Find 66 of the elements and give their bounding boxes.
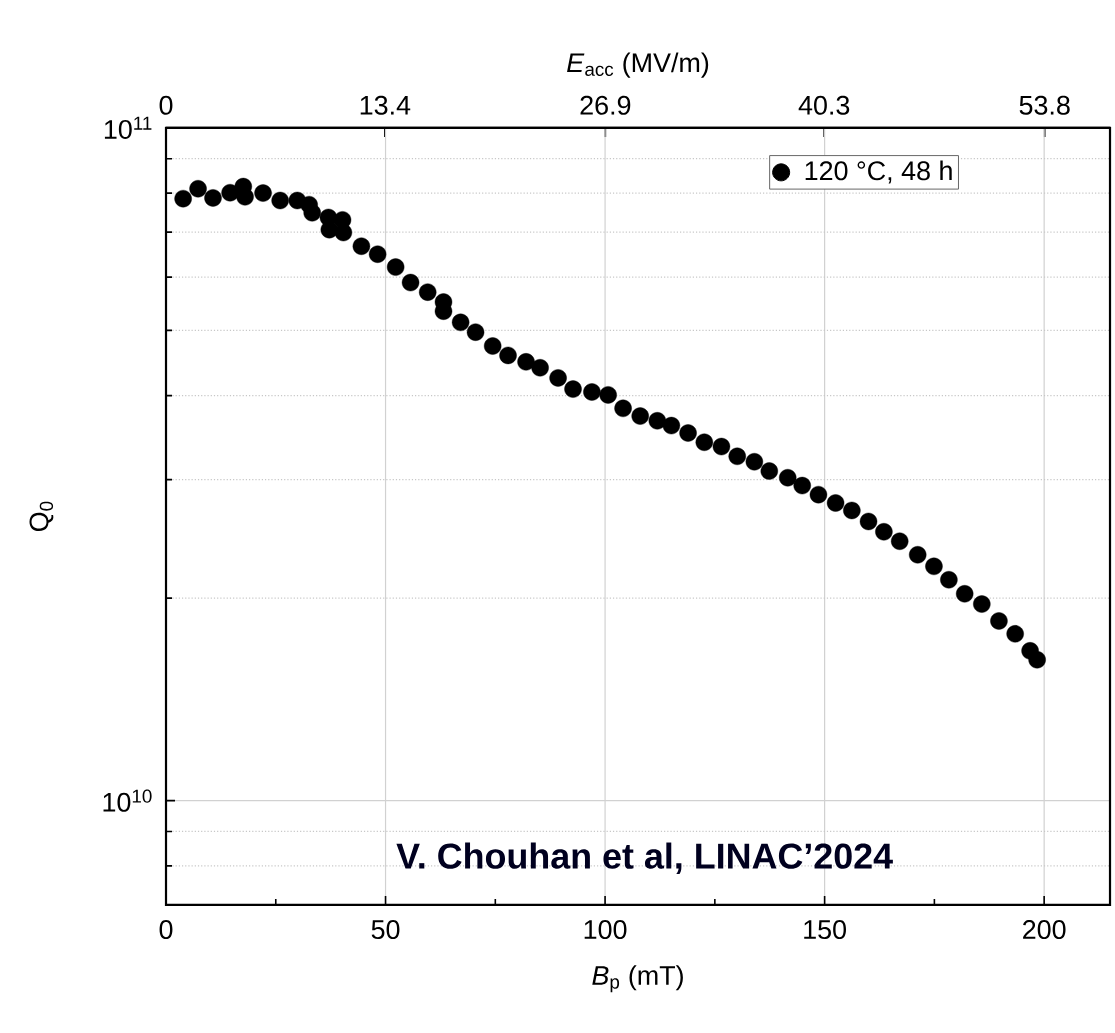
point (973, 595, 991, 613)
legend-label: 120 °C, 48 h (805, 160, 952, 184)
point (483, 337, 502, 355)
point (1028, 651, 1046, 669)
point (712, 437, 731, 456)
x-axis-title: B$_{p}$ (mT) (592, 965, 683, 993)
point (859, 512, 878, 531)
x2-tick-label: 26.9 (580, 95, 631, 115)
point (303, 204, 321, 222)
point (189, 180, 207, 198)
x-tick-label: 150 (804, 920, 846, 940)
point (662, 416, 681, 435)
point (599, 386, 617, 404)
point (679, 424, 697, 442)
point (352, 237, 371, 255)
point (648, 412, 667, 430)
point (990, 612, 1008, 630)
point (779, 469, 797, 487)
point (728, 447, 746, 465)
point (826, 494, 845, 512)
y-axis-title: Q$_{0}$ (29, 501, 54, 532)
x-tick-label: 50 (371, 920, 400, 940)
point (204, 189, 222, 207)
y-tick-label: 10$^{11}$ (104, 116, 152, 139)
point (236, 188, 254, 206)
point (955, 585, 974, 603)
x-tick-label: 0 (159, 920, 173, 940)
point (583, 383, 601, 401)
x2-tick-label: 40.3 (798, 95, 850, 115)
point (745, 453, 764, 471)
x2-axis-title: E$_{acc}$ (MV/m) (567, 52, 709, 78)
point (549, 369, 567, 387)
point (891, 532, 909, 550)
point (451, 313, 470, 332)
point (517, 353, 535, 371)
point (760, 462, 778, 480)
point (334, 223, 353, 242)
point (254, 184, 272, 202)
point (695, 433, 714, 451)
point (843, 501, 861, 520)
point (368, 245, 387, 263)
x2-tick-label: 13.4 (360, 95, 411, 115)
point (386, 258, 405, 276)
annotation: V. Chouhan et al, LINAC’2024 (396, 842, 893, 875)
point (418, 283, 437, 301)
point (925, 557, 943, 576)
x2-tick-label: 0 (159, 95, 173, 115)
point (499, 346, 517, 365)
point (531, 359, 549, 377)
point (809, 485, 828, 504)
point (1006, 625, 1024, 643)
point (793, 476, 811, 495)
point (466, 323, 485, 341)
point (614, 399, 632, 418)
point (940, 571, 958, 589)
point (174, 189, 192, 208)
point (564, 380, 582, 398)
x-tick-label: 100 (584, 920, 627, 940)
point (875, 523, 893, 541)
y-tick-label: 10$^{10}$ (103, 789, 152, 812)
point (271, 191, 289, 210)
point (631, 407, 649, 425)
x2-tick-label: 53.8 (1019, 95, 1070, 115)
point (909, 546, 927, 564)
point (401, 273, 420, 292)
x-tick-label: 200 (1023, 920, 1066, 940)
